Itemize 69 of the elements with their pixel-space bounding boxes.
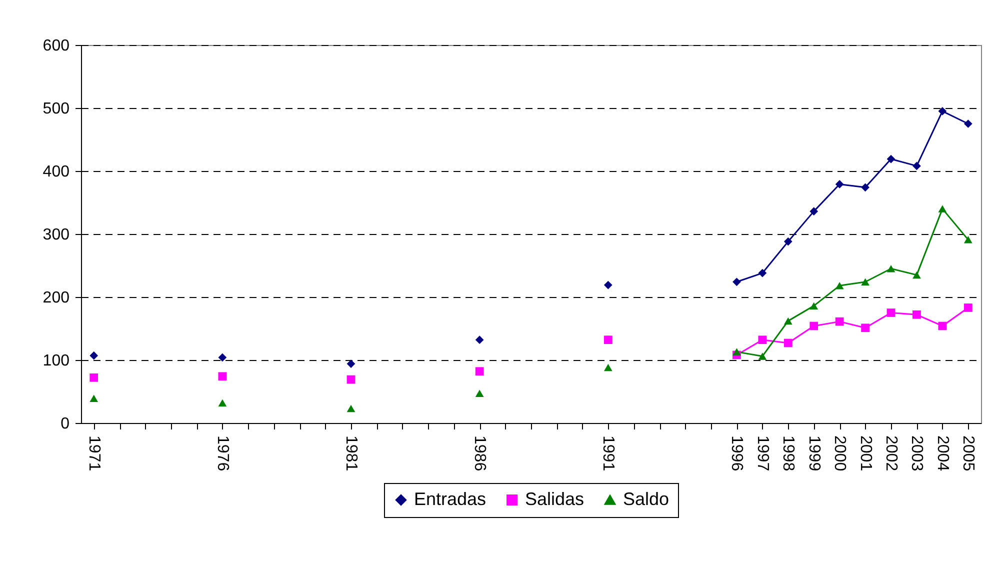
point bbox=[346, 360, 356, 368]
point bbox=[835, 282, 844, 290]
y-tick-label: 200 bbox=[42, 290, 70, 306]
point bbox=[90, 373, 98, 382]
point bbox=[758, 336, 767, 344]
point bbox=[218, 372, 227, 381]
legend-label: Saldo bbox=[623, 489, 670, 509]
point bbox=[604, 280, 612, 290]
point bbox=[604, 364, 612, 372]
point bbox=[810, 302, 818, 310]
y-tick-label: 600 bbox=[42, 38, 70, 54]
x-tick-label: 2002 bbox=[882, 436, 900, 472]
point bbox=[732, 278, 741, 286]
point bbox=[784, 338, 792, 348]
point bbox=[938, 322, 947, 330]
x-tick-label: 2005 bbox=[960, 436, 977, 472]
y-tick-label: 500 bbox=[42, 100, 70, 118]
point bbox=[861, 278, 870, 286]
point bbox=[886, 154, 896, 164]
x-tick-label: 1986 bbox=[471, 436, 488, 472]
point bbox=[938, 106, 947, 116]
x-tick-label: 1976 bbox=[214, 436, 231, 472]
y-tick-label: 100 bbox=[42, 352, 70, 370]
x-tick-label: 2001 bbox=[856, 436, 874, 472]
point bbox=[886, 265, 896, 272]
x-tick-label: 1996 bbox=[728, 436, 746, 472]
point bbox=[835, 317, 844, 326]
point bbox=[861, 183, 870, 192]
y-tick-label: 0 bbox=[60, 416, 70, 432]
x-tick-label: 1991 bbox=[600, 436, 617, 472]
point bbox=[964, 120, 972, 128]
point bbox=[912, 310, 921, 319]
point bbox=[964, 236, 972, 244]
point bbox=[758, 352, 767, 360]
point bbox=[90, 394, 98, 402]
x-tick-label: 2000 bbox=[831, 436, 848, 472]
x-tick-label: 1998 bbox=[780, 436, 797, 472]
legend-label: Salidas bbox=[525, 489, 584, 509]
point bbox=[784, 317, 792, 325]
point bbox=[861, 324, 870, 332]
x-tick-label: 2003 bbox=[908, 436, 926, 472]
point bbox=[475, 367, 484, 376]
point bbox=[810, 207, 818, 216]
point bbox=[90, 351, 98, 360]
point bbox=[912, 271, 921, 279]
point bbox=[758, 268, 767, 278]
y-tick-label: 300 bbox=[42, 226, 70, 244]
point bbox=[732, 348, 741, 356]
point bbox=[886, 308, 896, 317]
x-tick-label: 1981 bbox=[342, 436, 360, 472]
point bbox=[218, 399, 227, 406]
x-tick-label: 1971 bbox=[85, 436, 102, 472]
x-tick-label: 1999 bbox=[805, 436, 822, 472]
point bbox=[346, 375, 356, 384]
point bbox=[475, 336, 484, 344]
point bbox=[964, 304, 972, 312]
point bbox=[938, 205, 947, 212]
point bbox=[475, 390, 484, 398]
y-tick-label: 400 bbox=[42, 164, 70, 180]
x-tick-label: 2004 bbox=[934, 436, 951, 472]
point bbox=[835, 180, 844, 188]
point bbox=[912, 162, 921, 170]
legend-label: Entradas bbox=[414, 489, 486, 509]
point bbox=[346, 404, 356, 412]
x-tick-label: 1997 bbox=[754, 436, 771, 472]
point bbox=[604, 336, 612, 344]
point bbox=[810, 322, 818, 330]
point bbox=[784, 237, 792, 246]
point bbox=[218, 353, 227, 362]
